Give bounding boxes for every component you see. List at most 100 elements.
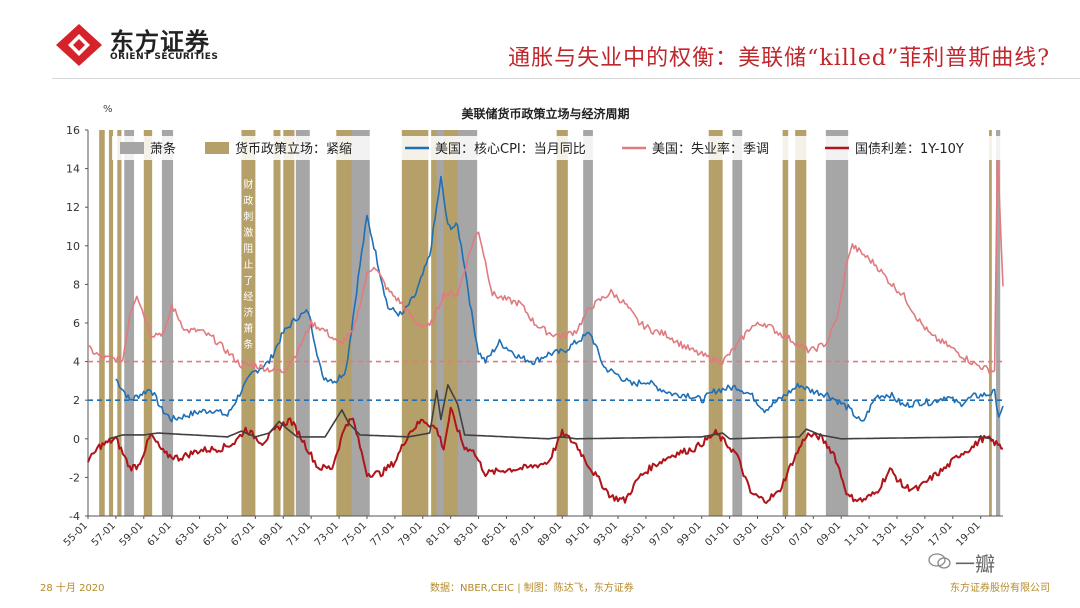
tightening-band [556,130,568,516]
y-tick-label: -2 [69,471,80,484]
x-tick-label: 75-01 [341,520,369,548]
annotation-char: 财 [243,178,253,191]
tightening-band [99,130,105,516]
x-tick-label: 61-01 [145,520,173,548]
recession-band [457,130,478,516]
company-logo: 东方证券 ORIENT SECURITIES [52,22,252,68]
x-tick-label: 03-01 [731,520,759,548]
y-tick-label: 2 [73,394,80,407]
x-tick-label: 87-01 [508,520,536,548]
recession-band [732,130,743,516]
series-line [115,175,1004,423]
recession-band [161,130,174,516]
annotation-char: 政 [243,194,253,207]
legend-box [112,136,1002,160]
x-tick-label: 81-01 [424,520,452,548]
tightening-band [273,130,281,516]
x-tick-label: 19-01 [954,520,982,548]
tightening-band [795,130,807,516]
x-tick-label: 01-01 [703,520,731,548]
tightening-band [989,130,992,516]
legend-label: 萧条 [150,141,176,157]
annotation-char: 济 [243,306,253,319]
legend-label: 美国：核心CPI：当月同比 [435,142,586,157]
tightening-band [708,130,723,516]
legend-label: 国债利差：1Y-10Y [855,142,964,157]
series-line [87,406,1004,504]
recession-band [436,130,444,516]
x-tick-label: 05-01 [759,520,787,548]
logo-icon [56,24,102,66]
recession-band [825,130,849,516]
tightening-band [401,130,429,516]
y-tick-label: 14 [66,163,80,176]
recession-band [295,130,310,516]
logo-text-cn: 东方证券 [110,28,210,56]
x-tick-label: 79-01 [397,520,425,548]
logo-text-en: ORIENT SECURITIES [110,52,219,62]
tightening-band [108,130,114,516]
tightening-band [117,130,122,516]
slide-title: 通胀与失业中的权衡：美联储“killed”菲利普斯曲线? [508,46,1050,71]
x-tick-label: 17-01 [927,520,955,548]
annotation-char: 了 [243,275,253,287]
x-tick-label: 83-01 [452,520,480,548]
y-tick-label: 4 [73,356,80,369]
chart: 美联储货币政策立场与经济周期% 16 14 12 10 8 6 4 2 0 -2 -455-01 57-… [62,104,1004,549]
annotation-char: 经 [243,290,253,303]
annotation-char: 萧 [243,323,253,335]
x-tick-label: 11-01 [843,520,871,548]
series-line [108,383,992,440]
x-tick-label: 55-01 [62,520,90,548]
footer-source: 数据：NBER,CEIC | 制图：陈达飞，东方证券 [430,583,634,594]
annotation-char: 激 [243,226,253,239]
x-tick-label: 95-01 [620,520,648,548]
watermark: 一瓣 [955,552,995,576]
tightening-band [241,130,256,516]
x-tick-label: 63-01 [173,520,201,548]
series-line [87,152,1004,375]
y-tick-label: -4 [69,510,80,523]
header-divider [52,78,1080,79]
x-tick-label: 13-01 [871,520,899,548]
x-tick-label: 07-01 [787,520,815,548]
annotation-char: 阻 [243,243,253,255]
y-tick-label: 10 [66,240,80,253]
x-tick-label: 67-01 [229,520,257,548]
recession-band [996,130,1001,516]
x-tick-label: 65-01 [201,520,229,548]
legend-label: 货币政策立场：紧缩 [235,141,352,157]
legend-swatch [205,142,229,154]
annotation-char: 条 [243,338,253,351]
y-tick-label: 0 [73,433,80,446]
footer-date: 28 十月 2020 [40,583,105,594]
x-tick-label: 77-01 [369,520,397,548]
x-tick-label: 89-01 [536,520,564,548]
chat-bubble-icon [928,553,951,569]
x-tick-label: 09-01 [815,520,843,548]
y-tick-label: 16 [66,124,80,137]
x-tick-label: 93-01 [592,520,620,548]
x-tick-label: 15-01 [899,520,927,548]
legend-swatch [120,142,144,154]
y-unit-label: % [103,104,113,115]
recession-band [583,130,593,516]
annotation-char: 刺 [243,211,253,223]
y-tick-label: 8 [73,278,80,291]
x-tick-label: 71-01 [285,520,313,548]
footer-company: 东方证券股份有限公司 [950,583,1050,594]
x-tick-label: 57-01 [90,520,118,548]
x-tick-label: 99-01 [676,520,704,548]
tightening-band [782,130,789,516]
chart-title: 美联储货币政策立场与经济周期 [461,106,629,121]
x-tick-label: 91-01 [564,520,592,548]
tightening-band [283,130,295,516]
x-tick-label: 59-01 [118,520,146,548]
x-tick-label: 85-01 [480,520,508,548]
x-tick-label: 97-01 [648,520,676,548]
y-tick-label: 12 [66,201,80,214]
legend-label: 美国：失业率：季调 [652,141,769,157]
y-tick-label: 6 [73,317,80,330]
x-tick-label: 69-01 [257,520,285,548]
x-tick-label: 73-01 [313,520,341,548]
